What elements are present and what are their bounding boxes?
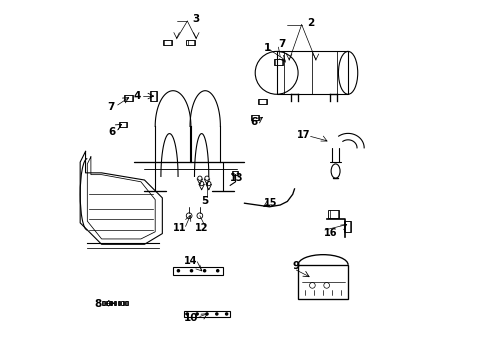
Text: 5: 5 bbox=[201, 197, 208, 206]
Bar bbox=[276, 51, 347, 94]
Circle shape bbox=[205, 313, 207, 315]
Text: 17: 17 bbox=[296, 130, 309, 140]
Text: 16: 16 bbox=[323, 228, 336, 238]
Bar bbox=[125, 301, 127, 305]
Bar bbox=[102, 301, 104, 305]
Bar bbox=[110, 301, 112, 305]
Text: 8: 8 bbox=[94, 299, 102, 309]
Circle shape bbox=[215, 313, 218, 315]
Bar bbox=[114, 301, 116, 305]
Text: 15: 15 bbox=[263, 198, 276, 207]
Bar bbox=[150, 91, 156, 102]
Text: 10: 10 bbox=[183, 312, 198, 323]
Bar bbox=[273, 59, 283, 65]
Text: 7: 7 bbox=[278, 39, 285, 49]
Bar bbox=[298, 265, 347, 299]
Text: 4: 4 bbox=[133, 91, 141, 101]
Bar bbox=[119, 122, 127, 127]
Text: 6: 6 bbox=[108, 127, 115, 137]
Text: 2: 2 bbox=[306, 18, 314, 28]
Circle shape bbox=[203, 270, 205, 272]
Text: 14: 14 bbox=[183, 256, 197, 266]
Text: 1: 1 bbox=[264, 43, 271, 53]
Text: 13: 13 bbox=[229, 173, 243, 183]
Circle shape bbox=[177, 270, 179, 272]
Circle shape bbox=[196, 313, 198, 315]
Circle shape bbox=[216, 270, 218, 272]
Bar bbox=[173, 267, 223, 275]
Text: 9: 9 bbox=[292, 261, 299, 271]
Text: 11: 11 bbox=[172, 223, 186, 233]
Text: 12: 12 bbox=[195, 223, 208, 233]
Circle shape bbox=[190, 270, 192, 272]
Bar bbox=[186, 40, 195, 45]
Circle shape bbox=[186, 313, 188, 315]
Bar bbox=[343, 221, 350, 232]
Bar bbox=[183, 311, 230, 317]
Text: 7: 7 bbox=[107, 102, 114, 112]
Bar bbox=[118, 301, 120, 305]
Bar bbox=[106, 301, 108, 305]
Bar bbox=[121, 301, 124, 305]
Bar bbox=[328, 210, 339, 217]
Bar bbox=[251, 115, 259, 120]
Text: 3: 3 bbox=[192, 14, 200, 24]
Bar bbox=[123, 95, 133, 100]
Bar bbox=[257, 99, 266, 104]
Bar bbox=[231, 171, 238, 175]
Bar bbox=[163, 40, 172, 45]
Circle shape bbox=[225, 313, 227, 315]
Text: 6: 6 bbox=[250, 117, 257, 127]
